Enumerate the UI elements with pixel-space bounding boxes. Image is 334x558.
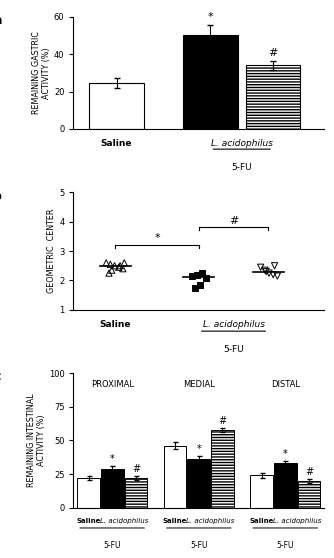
Bar — [211, 430, 234, 508]
Text: 5-FU: 5-FU — [104, 541, 121, 550]
Text: 5-FU: 5-FU — [190, 541, 207, 550]
Point — [195, 270, 200, 279]
Point — [192, 283, 197, 292]
Bar — [77, 478, 100, 508]
Y-axis label: REMAINING GASTRIC
ACTIVITY (%): REMAINING GASTRIC ACTIVITY (%) — [32, 31, 51, 114]
Point — [264, 267, 269, 276]
Text: #: # — [269, 48, 278, 58]
Bar — [89, 83, 144, 129]
Text: #: # — [218, 416, 226, 426]
Point — [199, 268, 205, 277]
Point — [112, 261, 117, 270]
Bar — [250, 475, 273, 508]
Point — [122, 258, 127, 267]
Y-axis label: GEOMETRIC  CENTER: GEOMETRIC CENTER — [47, 209, 56, 293]
Text: DISTAL: DISTAL — [271, 380, 300, 389]
Text: *: * — [110, 454, 115, 464]
Text: PROXIMAL: PROXIMAL — [91, 380, 134, 389]
Point — [271, 270, 276, 279]
Text: *: * — [283, 449, 288, 459]
Text: a: a — [0, 15, 2, 27]
Point — [203, 273, 208, 282]
Point — [118, 261, 123, 270]
Point — [108, 260, 113, 269]
Point — [120, 264, 126, 273]
Point — [275, 272, 280, 281]
Bar — [101, 469, 124, 508]
Text: #: # — [229, 216, 238, 226]
Text: 5-FU: 5-FU — [231, 162, 252, 172]
Text: 5-FU: 5-FU — [277, 541, 294, 550]
Point — [116, 263, 121, 272]
Text: *: * — [208, 12, 213, 22]
Text: MEDIAL: MEDIAL — [183, 380, 215, 389]
Point — [104, 258, 109, 267]
Point — [258, 263, 263, 272]
Text: #: # — [132, 464, 140, 474]
Text: b: b — [0, 190, 2, 203]
Bar — [187, 459, 210, 508]
Point — [109, 266, 115, 275]
Y-axis label: REMAINING INTESTINAL
ACTIVITY (%): REMAINING INTESTINAL ACTIVITY (%) — [26, 393, 46, 487]
Point — [266, 268, 272, 277]
Bar — [274, 463, 297, 508]
Point — [106, 268, 112, 277]
Point — [190, 272, 195, 281]
Text: *: * — [154, 233, 160, 243]
Point — [262, 266, 268, 275]
Text: #: # — [305, 467, 313, 477]
Text: 5-FU: 5-FU — [223, 345, 244, 354]
Bar — [164, 446, 186, 508]
Bar — [125, 478, 147, 508]
Text: *: * — [196, 444, 201, 454]
Bar — [246, 65, 301, 129]
Point — [272, 261, 277, 270]
Bar — [298, 481, 320, 508]
Bar — [183, 36, 238, 129]
Text: c: c — [0, 371, 1, 383]
Point — [197, 281, 203, 290]
